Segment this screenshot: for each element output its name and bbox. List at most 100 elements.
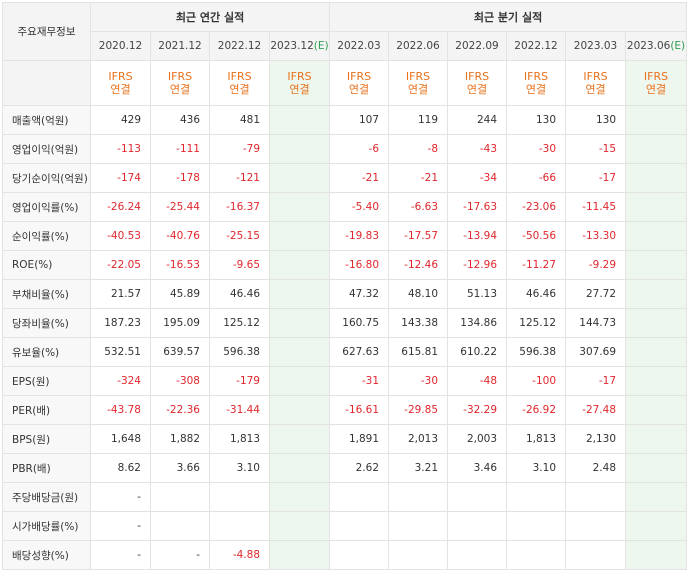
value-cell: -11.45 xyxy=(566,193,626,222)
period-header: 2022.12 xyxy=(210,32,270,61)
value-cell: 627.63 xyxy=(330,338,389,367)
value-cell xyxy=(626,164,687,193)
value-cell xyxy=(270,541,330,570)
value-cell: -6 xyxy=(330,135,389,164)
value-cell: -26.24 xyxy=(91,193,151,222)
value-cell: 46.46 xyxy=(210,280,270,309)
value-cell xyxy=(626,106,687,135)
ifrs-row-label xyxy=(3,61,91,106)
value-cell: -13.30 xyxy=(566,222,626,251)
value-cell: -179 xyxy=(210,367,270,396)
ifrs-consolidated: 연결 xyxy=(210,83,269,96)
period-date-row: 2020.12 2021.12 2022.12 2023.12(E) 2022.03 20… xyxy=(3,32,687,61)
ifrs-label: IFRS 연결 xyxy=(626,61,687,106)
ifrs-standard: IFRS xyxy=(389,70,447,83)
value-cell: -16.53 xyxy=(151,251,210,280)
value-cell xyxy=(626,512,687,541)
value-cell xyxy=(330,483,389,512)
value-cell: 596.38 xyxy=(507,338,566,367)
period-date: 2020.12 xyxy=(99,40,142,52)
value-cell: -50.56 xyxy=(507,222,566,251)
value-cell: -22.05 xyxy=(91,251,151,280)
value-cell xyxy=(626,193,687,222)
value-cell: -29.85 xyxy=(389,396,448,425)
period-date: 2022.09 xyxy=(455,40,498,52)
table-row: 영업이익률(%) -26.24 -25.44 -16.37 -5.40 -6.63 -17.… xyxy=(3,193,687,222)
value-cell: 45.89 xyxy=(151,280,210,309)
table-row: 유보율(%) 532.51 639.57 596.38 627.63 615.81 610.… xyxy=(3,338,687,367)
row-label: 주당배당금(원) xyxy=(3,483,91,512)
ifrs-label: IFRS 연결 xyxy=(330,61,389,106)
value-cell: -13.94 xyxy=(448,222,507,251)
annual-section-title: 최근 연간 실적 xyxy=(91,3,330,32)
period-header: 2022.09 xyxy=(448,32,507,61)
value-cell: -30 xyxy=(389,367,448,396)
value-cell: -32.29 xyxy=(448,396,507,425)
value-cell: -16.37 xyxy=(210,193,270,222)
value-cell xyxy=(270,309,330,338)
ifrs-consolidated: 연결 xyxy=(389,83,447,96)
value-cell: 244 xyxy=(448,106,507,135)
value-cell: -16.61 xyxy=(330,396,389,425)
value-cell xyxy=(626,454,687,483)
value-cell: -8 xyxy=(389,135,448,164)
value-cell: 107 xyxy=(330,106,389,135)
period-date: 2023.03 xyxy=(574,40,617,52)
value-cell xyxy=(626,309,687,338)
value-cell: -31.44 xyxy=(210,396,270,425)
value-cell xyxy=(626,222,687,251)
value-cell: 1,882 xyxy=(151,425,210,454)
value-cell: 134.86 xyxy=(448,309,507,338)
row-label: 당좌비율(%) xyxy=(3,309,91,338)
value-cell: 429 xyxy=(91,106,151,135)
ifrs-label: IFRS 연결 xyxy=(507,61,566,106)
ifrs-consolidated: 연결 xyxy=(151,83,209,96)
value-cell: -21 xyxy=(389,164,448,193)
row-label: 당기순이익(억원) xyxy=(3,164,91,193)
value-cell xyxy=(389,512,448,541)
value-cell xyxy=(507,541,566,570)
value-cell: 1,648 xyxy=(91,425,151,454)
value-cell xyxy=(270,396,330,425)
value-cell xyxy=(210,512,270,541)
value-cell: -178 xyxy=(151,164,210,193)
value-cell xyxy=(270,280,330,309)
row-label: 순이익률(%) xyxy=(3,222,91,251)
value-cell: -66 xyxy=(507,164,566,193)
period-date: 2023.06 xyxy=(627,40,670,52)
table-row: 당좌비율(%) 187.23 195.09 125.12 160.75 143.38 134… xyxy=(3,309,687,338)
value-cell: 2,003 xyxy=(448,425,507,454)
ifrs-consolidated: 연결 xyxy=(330,83,388,96)
value-cell: -15 xyxy=(566,135,626,164)
table-row: PER(배) -43.78 -22.36 -31.44 -16.61 -29.85 -32.… xyxy=(3,396,687,425)
value-cell: - xyxy=(91,483,151,512)
value-cell xyxy=(151,512,210,541)
estimate-marker: (E) xyxy=(670,40,685,52)
value-cell: -21 xyxy=(330,164,389,193)
period-header: 2021.12 xyxy=(151,32,210,61)
row-label: 영업이익(억원) xyxy=(3,135,91,164)
value-cell: -17 xyxy=(566,367,626,396)
row-label: PBR(배) xyxy=(3,454,91,483)
value-cell: -16.80 xyxy=(330,251,389,280)
value-cell: 160.75 xyxy=(330,309,389,338)
value-cell: -40.76 xyxy=(151,222,210,251)
table-row: ROE(%) -22.05 -16.53 -9.65 -16.80 -12.46 -12.9… xyxy=(3,251,687,280)
value-cell: 3.66 xyxy=(151,454,210,483)
value-cell: 596.38 xyxy=(210,338,270,367)
table-row: PBR(배) 8.62 3.66 3.10 2.62 3.21 3.46 3.10 2.48 xyxy=(3,454,687,483)
ifrs-standard: IFRS xyxy=(626,70,686,83)
value-cell xyxy=(270,222,330,251)
value-cell: 3.21 xyxy=(389,454,448,483)
value-cell xyxy=(330,541,389,570)
value-cell: -34 xyxy=(448,164,507,193)
table-row: 시가배당률(%) - xyxy=(3,512,687,541)
value-cell: 307.69 xyxy=(566,338,626,367)
value-cell xyxy=(151,483,210,512)
value-cell: -30 xyxy=(507,135,566,164)
value-cell: - xyxy=(91,512,151,541)
ifrs-standard: IFRS xyxy=(151,70,209,83)
value-cell xyxy=(626,541,687,570)
value-cell xyxy=(507,483,566,512)
table-row: BPS(원) 1,648 1,882 1,813 1,891 2,013 2,003 1,81… xyxy=(3,425,687,454)
